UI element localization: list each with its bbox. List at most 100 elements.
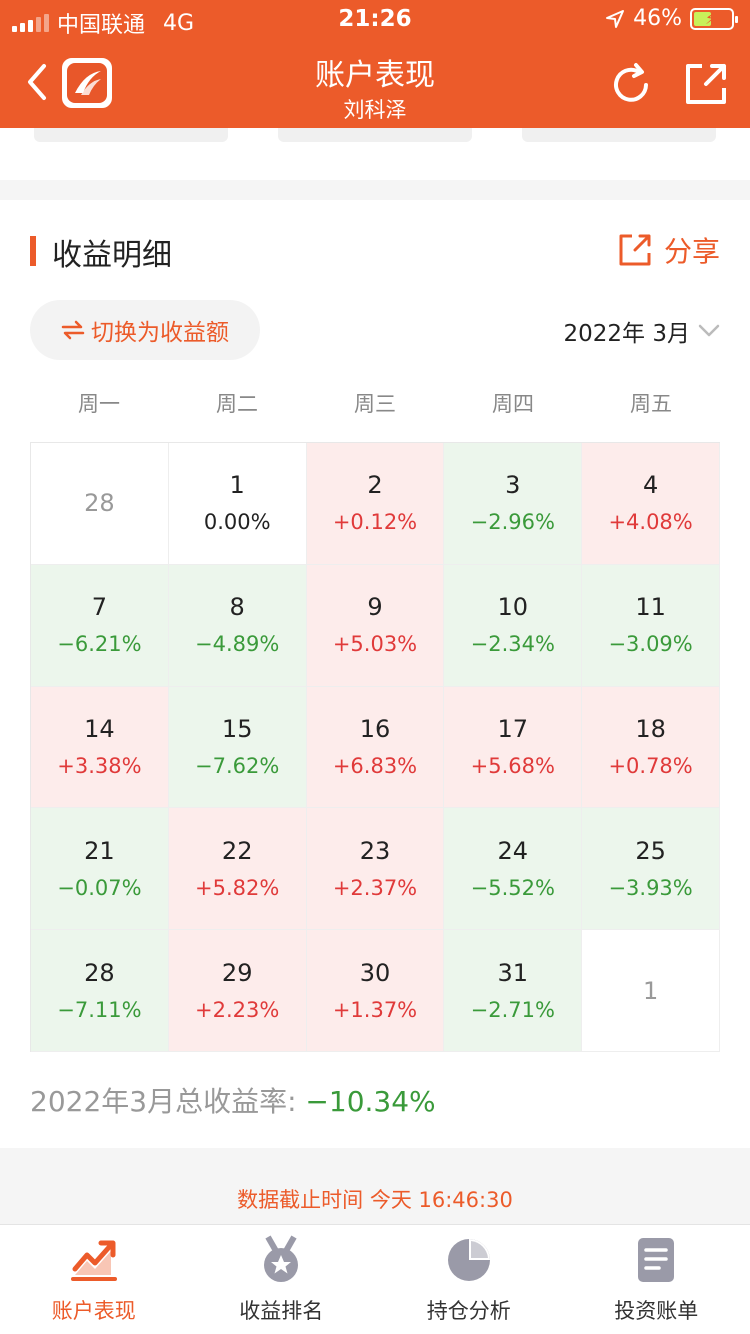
tab-label: 收益排名 — [239, 1299, 324, 1323]
carrier-label: 中国联通 — [57, 13, 146, 38]
month-selector[interactable]: 2022年 3月 — [564, 314, 720, 348]
calendar-day-cell[interactable]: 23 +2.37% — [306, 808, 445, 931]
tab-investment-bill[interactable]: 投资账单 — [563, 1225, 750, 1334]
calendar-day-cell[interactable]: 25 −3.93% — [582, 808, 720, 931]
weekday-header: 周一 周二 周三 周四 周五 — [30, 388, 720, 418]
calendar-day-return: −4.89% — [195, 632, 280, 657]
summary-card-stub — [34, 128, 228, 142]
weekday-label: 周五 — [630, 392, 672, 416]
calendar-day-return: +0.78% — [608, 753, 693, 778]
calendar-day-number: 17 — [497, 714, 529, 743]
calendar-day-number: 11 — [635, 593, 666, 622]
tab-account-performance[interactable]: 账户表现 — [0, 1225, 188, 1334]
calendar-day-cell[interactable]: 4 +4.08% — [582, 443, 720, 565]
refresh-icon[interactable] — [608, 62, 654, 108]
switch-to-amount-button[interactable]: 切换为收益额 — [30, 300, 260, 360]
calendar-day-cell[interactable]: 1 0.00% — [168, 443, 307, 565]
bill-icon — [638, 1238, 675, 1282]
monthly-total: 2022年3月总收益率: −10.34% — [30, 1080, 436, 1120]
calendar-day-cell[interactable]: 21 −0.07% — [31, 808, 169, 931]
network-label: 4G — [163, 10, 195, 36]
calendar-day-cell[interactable]: 28 — [31, 443, 169, 565]
calendar-day-cell[interactable]: 28 −7.11% — [31, 930, 169, 1052]
calendar-day-number: 25 — [635, 836, 666, 865]
calendar-day-return: +1.37% — [332, 997, 418, 1022]
calendar-day-number: 21 — [84, 836, 115, 865]
weekday-label: 周一 — [78, 392, 120, 416]
tab-label: 账户表现 — [51, 1299, 136, 1323]
signal-icon — [12, 14, 49, 32]
calendar-day-number: 22 — [221, 836, 253, 865]
calendar-day-cell[interactable]: 7 −6.21% — [31, 564, 169, 687]
weekday-label: 周三 — [354, 392, 396, 416]
tab-holdings-analysis[interactable]: 持仓分析 — [375, 1225, 563, 1334]
calendar-day-number: 1 — [642, 976, 659, 1005]
calendar-day-return: +5.68% — [470, 753, 555, 778]
calendar-day-return: +5.82% — [195, 875, 280, 900]
share-external-icon[interactable] — [684, 62, 728, 106]
calendar-day-number: 24 — [497, 836, 529, 865]
calendar-day-number: 31 — [497, 958, 529, 987]
calendar-day-cell[interactable]: 31 −2.71% — [444, 930, 583, 1052]
calendar-day-cell[interactable]: 18 +0.78% — [582, 686, 720, 809]
chevron-down-icon — [698, 324, 720, 337]
tab-label: 投资账单 — [614, 1299, 699, 1323]
clock: 21:26 — [338, 6, 412, 32]
calendar-day-number: 28 — [84, 958, 115, 987]
calendar-day-return: +6.83% — [332, 753, 418, 778]
calendar-day-number: 9 — [367, 593, 383, 622]
calendar-day-cell[interactable]: 24 −5.52% — [444, 808, 583, 931]
calendar-day-cell[interactable]: 10 −2.34% — [444, 564, 583, 687]
calendar-day-cell[interactable]: 30 +1.37% — [306, 930, 445, 1052]
nav-bar: 账户表现 刘科泽 — [0, 40, 750, 128]
weekday-label: 周四 — [492, 392, 534, 416]
calendar-day-cell[interactable]: 17 +5.68% — [444, 686, 583, 809]
calendar-day-cell[interactable]: 14 +3.38% — [31, 686, 169, 809]
battery-percent: 46% — [633, 6, 682, 31]
swap-icon — [61, 320, 85, 340]
calendar-day-return: +3.38% — [57, 753, 142, 778]
section-title: 收益明细 — [52, 238, 172, 273]
calendar-day-return: 0.00% — [203, 510, 271, 535]
calendar-day-cell[interactable]: 11 −3.09% — [582, 564, 720, 687]
calendar-day-number: 7 — [91, 593, 108, 622]
share-icon — [619, 234, 651, 266]
battery-icon: ⚡ — [690, 7, 738, 30]
calendar-day-number: 30 — [359, 958, 391, 987]
calendar-day-return: +2.23% — [195, 997, 280, 1022]
location-arrow-icon — [606, 9, 625, 28]
calendar-day-cell[interactable]: 22 +5.82% — [168, 808, 307, 931]
share-button[interactable]: 分享 — [618, 230, 720, 270]
calendar-day-cell[interactable]: 8 −4.89% — [168, 564, 307, 687]
calendar-day-return: −2.34% — [470, 632, 555, 657]
calendar-day-cell[interactable]: 1 — [582, 930, 720, 1052]
share-label: 分享 — [663, 235, 720, 268]
returns-calendar: 28 1 0.00% 2 +0.12% 3 −2.96% 4 +4.08% 7 −6.21% 8 −4.… — [30, 442, 720, 1052]
calendar-day-number: 1 — [229, 471, 245, 500]
section-accent-bar — [30, 236, 36, 266]
calendar-day-number: 18 — [635, 714, 666, 743]
medal-icon — [264, 1235, 299, 1282]
app-logo — [62, 58, 112, 108]
calendar-day-return: −7.62% — [195, 753, 280, 778]
back-icon[interactable] — [22, 62, 52, 102]
calendar-day-return: −5.52% — [470, 875, 555, 900]
month-label: 2022年 3月 — [563, 321, 690, 347]
calendar-day-cell[interactable]: 3 −2.96% — [444, 443, 583, 565]
calendar-day-cell[interactable]: 15 −7.62% — [168, 686, 307, 809]
calendar-day-cell[interactable]: 29 +2.23% — [168, 930, 307, 1052]
calendar-day-number: 29 — [221, 958, 253, 987]
calendar-day-number: 14 — [84, 714, 115, 743]
calendar-day-cell[interactable]: 16 +6.83% — [306, 686, 445, 809]
calendar-day-cell[interactable]: 9 +5.03% — [306, 564, 445, 687]
calendar-day-return: −7.11% — [57, 997, 142, 1022]
calendar-day-return: +0.12% — [332, 510, 418, 535]
monthly-total-value: −10.34% — [305, 1085, 436, 1118]
calendar-day-return: +4.08% — [608, 510, 693, 535]
calendar-day-number: 3 — [505, 471, 521, 500]
tab-label: 持仓分析 — [426, 1299, 511, 1323]
data-cutoff-time: 数据截止时间 今天 16:46:30 — [237, 1188, 513, 1212]
monthly-total-label: 2022年3月总收益率: — [30, 1085, 306, 1118]
tab-return-ranking[interactable]: 收益排名 — [188, 1225, 376, 1334]
calendar-day-cell[interactable]: 2 +0.12% — [306, 443, 445, 565]
